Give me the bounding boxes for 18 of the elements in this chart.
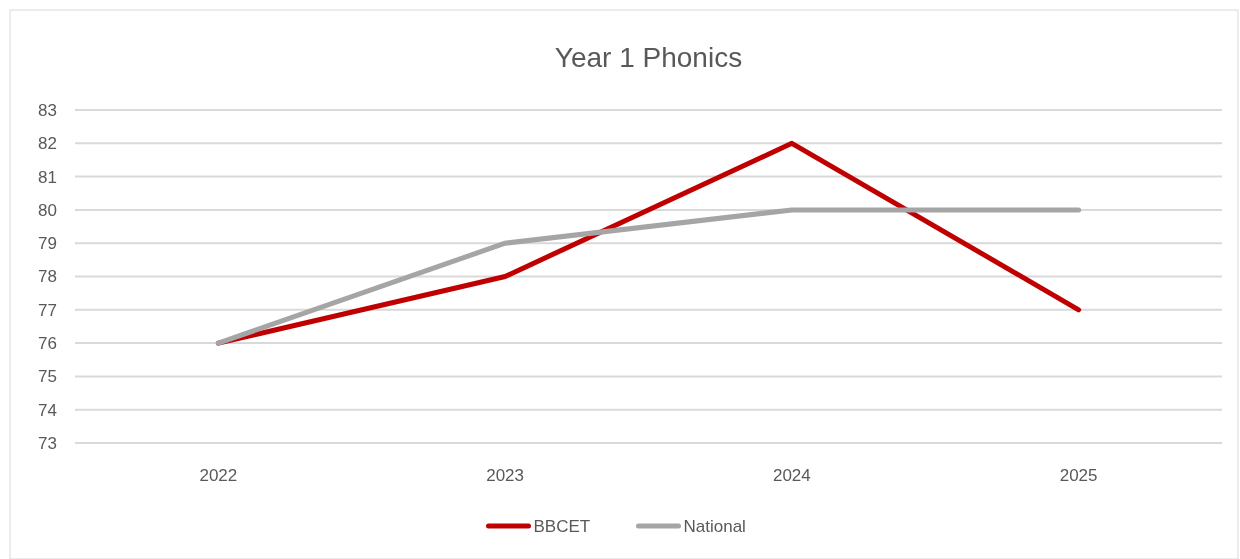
x-tick-label: 2023 [486,466,525,485]
y-tick-label: 78 [38,267,57,287]
y-tick-label: 79 [38,234,57,254]
chart-title: Year 1 Phonics [554,42,743,73]
x-tick-label: 2024 [772,466,811,485]
y-tick-label: 80 [38,200,57,220]
y-tick-label: 75 [38,367,57,387]
y-tick-label: 76 [38,334,57,354]
legend-label: National [683,516,746,536]
x-tick-label: 2022 [199,466,238,485]
y-tick-label: 73 [38,433,57,453]
y-tick-label: 82 [38,134,57,154]
y-tick-label: 83 [38,100,57,120]
y-tick-label: 77 [38,300,57,320]
y-tick-label: 81 [38,167,57,187]
legend-label: BBCET [533,516,591,536]
y-tick-label: 74 [38,400,57,420]
x-tick-label: 2025 [1059,466,1098,485]
